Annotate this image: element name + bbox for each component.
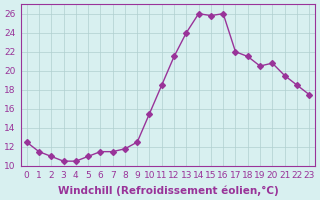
- X-axis label: Windchill (Refroidissement éolien,°C): Windchill (Refroidissement éolien,°C): [58, 185, 278, 196]
